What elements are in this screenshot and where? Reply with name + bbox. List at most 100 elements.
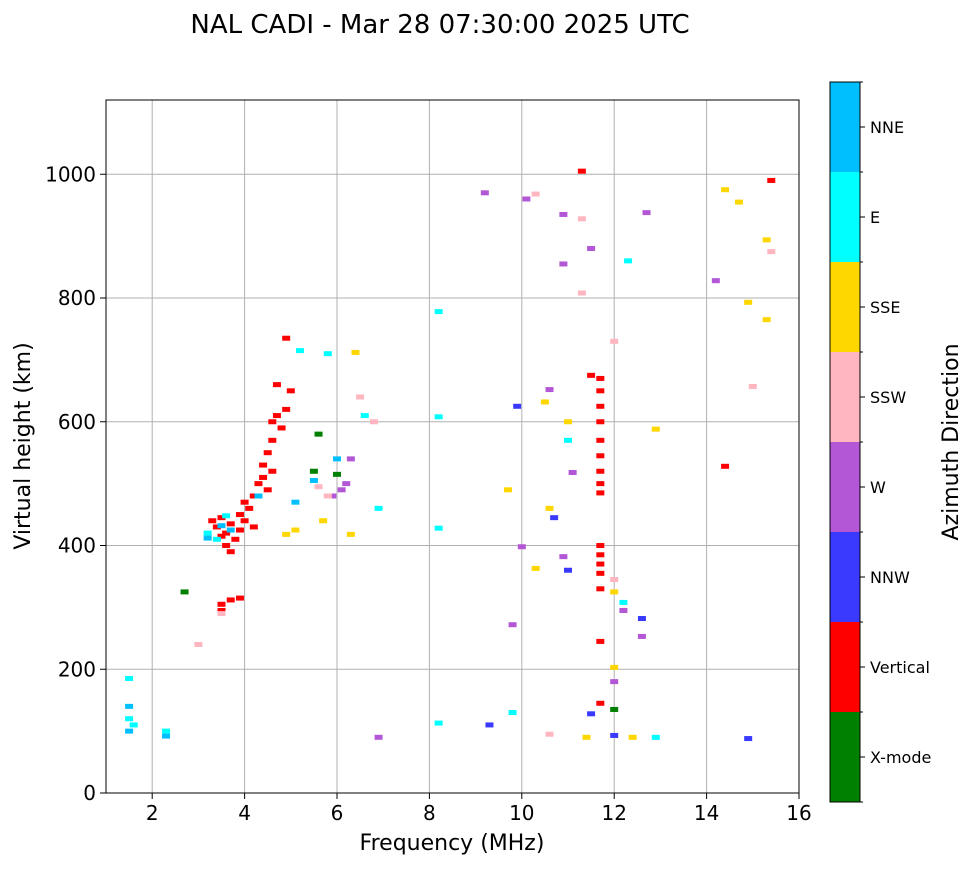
- data-point: [212, 524, 221, 530]
- data-point: [217, 611, 226, 617]
- data-point: [356, 394, 365, 400]
- data-point: [217, 607, 226, 613]
- data-point: [596, 700, 605, 706]
- data-point: [596, 490, 605, 496]
- data-point: [259, 462, 268, 468]
- colorbar: X-mode Vertical NNW W SSW SSE E NNE: [829, 81, 931, 803]
- x-tick-label: 12: [601, 801, 626, 825]
- data-point: [596, 543, 605, 548]
- data-point: [268, 468, 277, 474]
- colorbar-tick-label: SSW: [870, 388, 906, 407]
- data-point: [222, 530, 231, 536]
- x-axis: 2 4 6 8 10 12 14 16: [146, 793, 812, 825]
- data-point: [767, 249, 776, 255]
- data-point: [277, 425, 286, 431]
- data-point: [744, 736, 753, 742]
- y-axis-label: Virtual height (km): [11, 342, 36, 549]
- data-point: [217, 523, 226, 529]
- data-point: [564, 419, 572, 425]
- data-point: [596, 437, 605, 443]
- data-point: [309, 468, 318, 474]
- data-point: [564, 567, 572, 573]
- data-point: [333, 456, 341, 462]
- data-point: [610, 679, 619, 685]
- data-point: [328, 493, 337, 499]
- data-point: [282, 335, 291, 341]
- y-tick-label: 800: [58, 286, 96, 310]
- data-point: [337, 487, 346, 493]
- data-point: [194, 642, 203, 647]
- data-point: [545, 387, 554, 393]
- colorbar-segment: [830, 532, 860, 622]
- data-point: [767, 177, 776, 183]
- y-tick-label: 600: [58, 410, 96, 434]
- data-point: [282, 406, 291, 412]
- data-point: [342, 481, 351, 487]
- data-point: [744, 299, 753, 305]
- data-point: [235, 512, 244, 518]
- data-point: [596, 561, 605, 567]
- series-x-mode: [180, 431, 619, 712]
- data-point: [596, 403, 605, 409]
- data-point: [240, 518, 249, 524]
- data-point: [434, 720, 443, 726]
- x-tick-label: 14: [694, 801, 719, 825]
- grid-lines: [106, 100, 800, 794]
- data-point: [624, 258, 633, 264]
- y-tick-label: 400: [58, 534, 96, 558]
- data-point: [263, 450, 272, 456]
- colorbar-tick-label: SSE: [870, 298, 900, 317]
- data-point: [291, 499, 300, 505]
- x-axis-label: Frequency (MHz): [360, 831, 545, 856]
- series-e: [125, 258, 660, 740]
- data-point: [360, 413, 369, 419]
- data-point: [162, 733, 171, 739]
- series-vertical: [208, 168, 776, 706]
- data-point: [577, 290, 586, 296]
- data-point: [577, 216, 586, 222]
- data-point: [217, 601, 226, 607]
- data-point: [596, 570, 605, 576]
- data-point: [125, 703, 134, 709]
- data-point: [508, 710, 517, 716]
- data-point: [180, 589, 189, 595]
- data-point: [314, 431, 323, 437]
- x-tick-label: 6: [331, 801, 344, 825]
- data-point: [582, 734, 591, 740]
- data-point: [642, 210, 651, 216]
- colorbar-segment: [830, 352, 860, 442]
- data-point: [434, 414, 443, 420]
- plot-area: [106, 100, 799, 793]
- colorbar-tick-label: Vertical: [870, 658, 930, 677]
- data-point: [254, 481, 263, 487]
- data-point: [513, 403, 522, 409]
- data-point: [610, 664, 619, 670]
- data-point: [721, 187, 730, 193]
- data-point: [596, 481, 605, 487]
- data-point: [125, 716, 134, 722]
- data-point: [203, 530, 212, 536]
- data-point: [319, 518, 328, 524]
- data-point: [226, 549, 235, 555]
- data-point: [282, 531, 291, 537]
- data-point: [203, 535, 212, 541]
- data-point: [651, 426, 660, 432]
- data-point: [587, 246, 596, 251]
- data-point: [568, 469, 577, 475]
- data-point: [212, 536, 221, 542]
- data-point: [531, 191, 540, 197]
- data-point: [596, 375, 605, 381]
- data-point: [291, 527, 300, 533]
- colorbar-segment: [830, 622, 860, 712]
- data-point: [531, 565, 540, 571]
- data-point: [762, 237, 771, 243]
- data-point: [596, 638, 605, 644]
- plot-frame: [105, 99, 800, 794]
- data-point: [637, 633, 646, 639]
- data-point: [208, 518, 217, 524]
- data-point: [637, 616, 646, 622]
- data-point: [596, 419, 605, 425]
- data-point: [434, 525, 443, 531]
- x-tick-label: 8: [423, 801, 436, 825]
- data-point: [610, 732, 619, 738]
